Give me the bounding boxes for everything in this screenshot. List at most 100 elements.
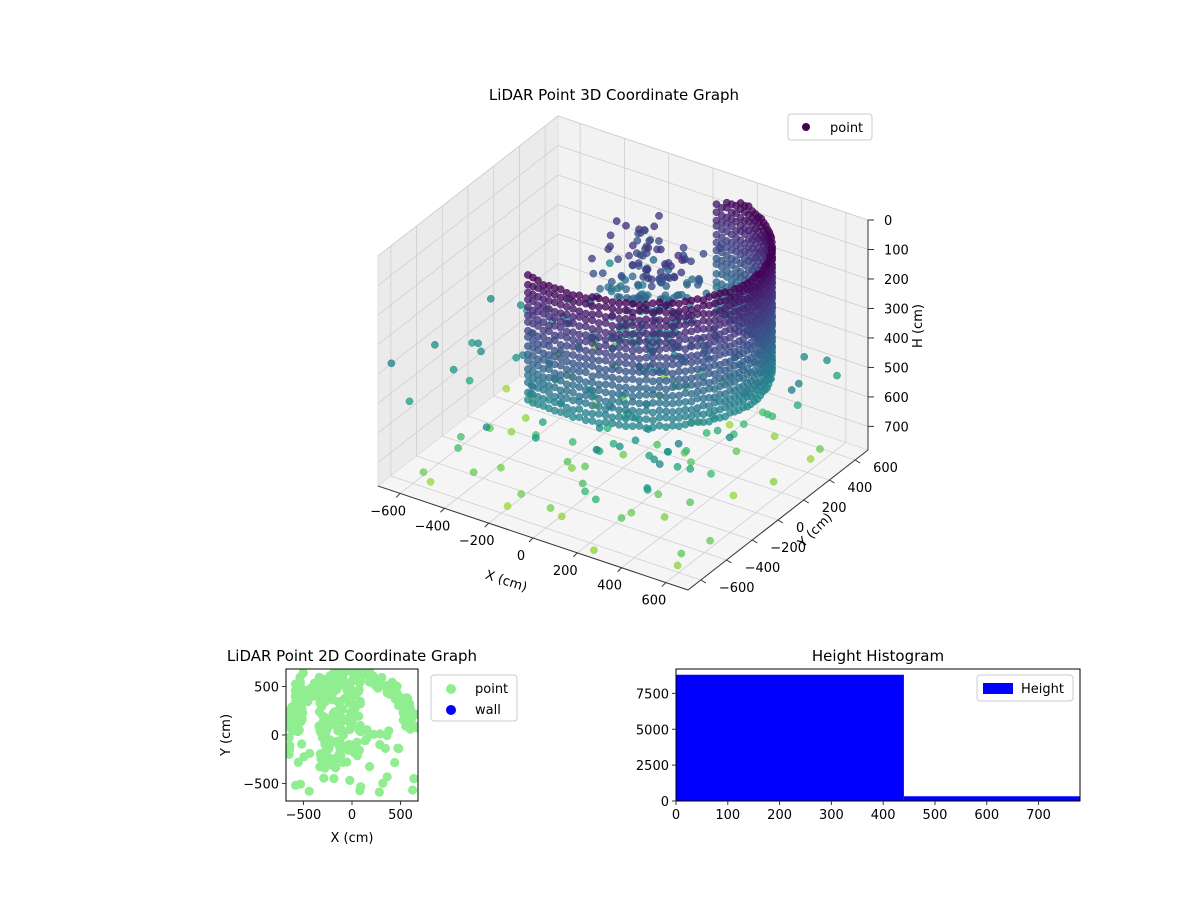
y-tick-label-3d: 600 (873, 461, 898, 476)
point-marker-3d (545, 365, 553, 373)
point-marker-3d (675, 337, 683, 345)
point-marker-3d (575, 367, 584, 376)
point-marker-2d (328, 709, 338, 719)
point-marker-2d (363, 669, 373, 675)
point-marker-3d (615, 397, 623, 406)
point-marker-3d (833, 371, 841, 380)
point-marker-3d (627, 508, 636, 517)
point-marker-3d (662, 413, 670, 422)
point-marker-3d (539, 355, 548, 364)
point-marker-3d (601, 328, 610, 337)
point-marker-2d (369, 729, 379, 739)
x-tick-label-hist: 400 (871, 808, 896, 823)
point-marker-3d (677, 549, 686, 558)
point-marker-3d (655, 345, 664, 354)
point-marker-3d (655, 353, 664, 361)
grid-z-left (377, 174, 559, 316)
point-marker-3d (615, 314, 623, 323)
point-marker-3d (655, 316, 664, 324)
point-marker-3d (457, 432, 465, 441)
histogram-bar (903, 796, 1080, 801)
point-marker-3d (662, 344, 670, 353)
point-marker-3d (516, 301, 525, 309)
point-marker-3d (668, 376, 677, 385)
point-marker-3d (649, 256, 658, 264)
point-marker-3d (675, 367, 683, 376)
point-marker-3d (628, 375, 637, 384)
point-marker-3d (644, 243, 653, 252)
point-marker-3d (562, 357, 571, 366)
point-marker-2d (317, 701, 327, 712)
grid-z-back (557, 204, 869, 309)
point-marker-3d (556, 317, 565, 326)
y-tick-label-3d: −600 (719, 581, 755, 596)
point-marker-3d (655, 323, 664, 331)
point-marker-2d (313, 692, 323, 702)
point-marker-3d (534, 322, 542, 330)
z-tick-label-3d: 600 (884, 391, 909, 406)
point-marker-3d (675, 313, 683, 322)
point-marker-2d (297, 739, 307, 749)
grid-z-left (377, 233, 559, 375)
point-marker-3d (681, 405, 690, 414)
point-marker-3d (556, 323, 565, 332)
z-tick-label-3d: 300 (884, 302, 909, 317)
point-marker-3d (465, 376, 474, 385)
point-marker-3d (474, 339, 483, 348)
point-marker-3d (770, 432, 779, 441)
point-marker-3d (601, 411, 610, 419)
point-marker-3d (675, 321, 683, 329)
point-marker-3d (615, 442, 624, 451)
point-marker-3d (628, 422, 637, 431)
point-marker-3d (497, 463, 505, 472)
point-marker-3d (635, 354, 644, 363)
point-marker-3d (678, 256, 686, 264)
point-marker-3d (581, 487, 589, 496)
y-tick-label-3d: −200 (770, 541, 806, 556)
point-marker-3d (581, 322, 590, 331)
point-marker-3d (601, 380, 610, 389)
point-marker-3d (449, 365, 458, 374)
point-marker-3d (595, 394, 603, 403)
x-tick-3d (661, 582, 667, 587)
point-marker-3d (625, 251, 633, 260)
point-marker-3d (656, 245, 665, 254)
point-marker-3d (628, 313, 637, 322)
point-marker-3d (673, 462, 682, 471)
point-marker-3d (705, 369, 713, 378)
point-marker-3d (608, 298, 617, 306)
point-marker-3d (635, 399, 644, 408)
point-marker-3d (581, 354, 590, 362)
point-marker-2d (325, 694, 335, 704)
point-marker-3d (608, 304, 617, 313)
point-marker-3d (581, 409, 590, 417)
point-marker-3d (655, 368, 664, 377)
point-marker-3d (538, 418, 547, 426)
point-marker-3d (556, 309, 565, 318)
point-marker-3d (635, 316, 644, 325)
point-marker-3d (595, 319, 603, 327)
point-marker-3d (635, 323, 644, 332)
point-marker-2d (380, 743, 390, 754)
point-marker-3d (608, 334, 617, 343)
z-tick-label-3d: 100 (884, 243, 909, 258)
point-marker-3d (556, 285, 565, 294)
point-marker-3d (668, 408, 677, 416)
point-marker-2d (291, 780, 301, 790)
point-marker-3d (655, 406, 664, 415)
point-marker-3d (601, 372, 610, 381)
point-marker-3d (615, 375, 623, 384)
point-marker-3d (608, 311, 617, 320)
point-marker-3d (601, 418, 610, 427)
point-marker-3d (617, 272, 626, 280)
point-marker-3d (595, 402, 603, 411)
point-marker-3d (595, 294, 603, 303)
point-marker-3d (512, 353, 521, 362)
point-marker-3d (426, 477, 435, 486)
point-marker-2d (286, 749, 294, 759)
point-marker-3d (649, 408, 657, 417)
point-marker-3d (609, 439, 618, 448)
point-marker-3d (769, 477, 778, 486)
point-marker-3d (482, 423, 491, 431)
point-marker-3d (601, 365, 610, 374)
